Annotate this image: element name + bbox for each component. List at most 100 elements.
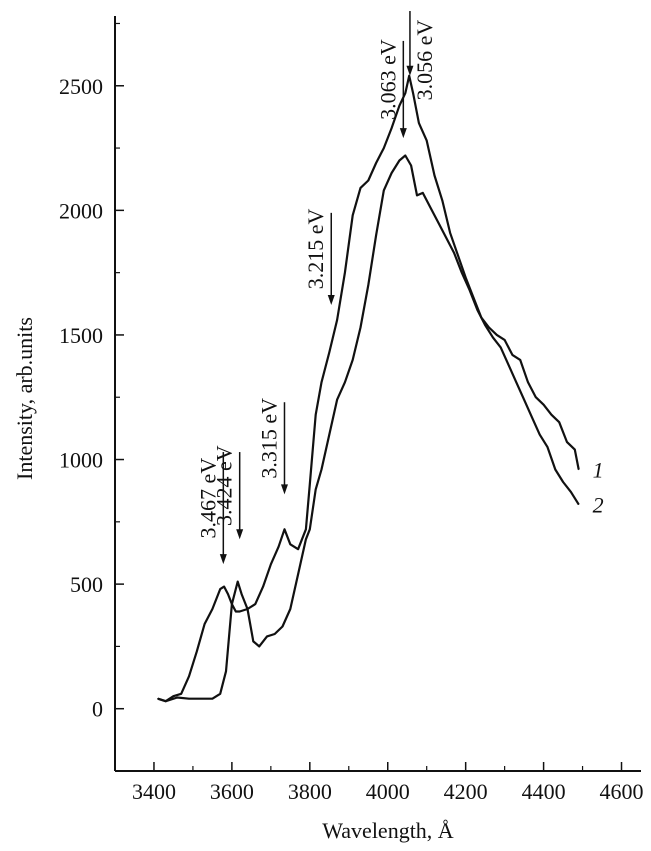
x-tick-label: 4600: [600, 779, 644, 804]
series-2-point: [309, 528, 311, 530]
series-2-point: [344, 381, 346, 383]
series-2-point: [416, 194, 418, 197]
series-2-point: [539, 434, 541, 436]
series-1-point: [398, 105, 401, 107]
series-1-point: [566, 441, 568, 443]
series-2-point: [225, 670, 227, 672]
axes: 3400 3600 3800 4000 4200 4400 4600 0 500 1000 1500…: [59, 16, 644, 804]
series-1-point: [359, 187, 362, 189]
annotation-label: 3.424 eV: [212, 445, 237, 526]
x-tick-label: 4200: [444, 779, 488, 804]
series-1-point: [558, 421, 560, 423]
series-2-point: [515, 381, 517, 383]
series-label-1: 1: [593, 457, 604, 482]
series-2-point: [531, 416, 533, 418]
y-tick-label: 2000: [59, 198, 103, 223]
series-2-point: [176, 696, 178, 699]
annotation-label: 3.315 eV: [256, 398, 281, 479]
series-2-point: [437, 222, 439, 224]
series-2-point: [570, 491, 572, 493]
x-tick-label: 4400: [522, 779, 566, 804]
series-1-point: [309, 483, 311, 486]
y-tick-label: 0: [92, 697, 103, 722]
series-2-point: [237, 581, 239, 583]
series-1-point: [426, 139, 428, 142]
series-2-point: [523, 399, 525, 401]
series-1-point: [289, 543, 291, 545]
series-2-point: [320, 468, 323, 471]
series-1-point: [574, 448, 576, 451]
series-2-point: [315, 488, 317, 491]
series-1-point: [315, 414, 317, 416]
x-tick-label: 3800: [288, 779, 332, 804]
series-2-point: [461, 272, 463, 274]
series-1-point: [449, 232, 451, 234]
series-2-point: [266, 635, 268, 638]
series-1-point: [367, 179, 369, 182]
y-tick-label: 2500: [59, 74, 103, 99]
series-1-point: [344, 272, 346, 274]
series-2-point: [281, 625, 284, 628]
series-2-point: [359, 326, 362, 329]
series-1-point: [465, 277, 467, 279]
x-tick-label: 4000: [366, 779, 410, 804]
series-2-point: [211, 698, 214, 700]
annotation-arrowhead: [236, 529, 244, 540]
series-2-point: [507, 364, 510, 366]
series-2-point: [492, 336, 494, 339]
series-1-point: [270, 563, 272, 565]
annotation-arrowhead: [327, 295, 335, 306]
series-2-point: [336, 399, 338, 401]
series-1-point: [235, 610, 237, 613]
y-tick-label: 1000: [59, 448, 103, 473]
annotation-arrowhead: [219, 554, 227, 565]
series-1-point: [172, 695, 175, 697]
series-1-point: [297, 548, 299, 550]
series-1-point: [441, 199, 443, 201]
series-line-2: [157, 154, 580, 703]
series-1-point: [542, 404, 545, 406]
y-tick-label: 1500: [59, 323, 103, 348]
series-2-point: [241, 593, 243, 595]
series-1-point: [412, 92, 414, 94]
series-1-point: [404, 92, 406, 94]
annotation-arrowhead: [406, 65, 414, 76]
series-2-point: [410, 164, 412, 167]
x-tick-label: 3400: [132, 779, 176, 804]
series-1-point: [550, 414, 552, 416]
series-2-point: [375, 234, 377, 236]
annotation-label: 3.056 eV: [412, 20, 437, 101]
annotation-label: 3.467 eV: [195, 458, 220, 539]
series-2-point: [554, 468, 556, 471]
series-2-point: [422, 192, 424, 194]
annotation-arrowhead: [399, 128, 407, 139]
series-2-point: [453, 252, 455, 254]
series-1-point: [254, 603, 256, 605]
series-1-point: [188, 675, 190, 677]
series-1-point: [488, 326, 490, 329]
series-2-point: [391, 172, 393, 174]
annotations-layer: 3.467 eV3.424 eV 3.315 eV 3.215 eV 3.063 eV…: [195, 11, 437, 565]
series-1-point: [196, 650, 198, 652]
series-2-point: [445, 237, 447, 239]
series-1-point: [511, 354, 514, 356]
series-2-point: [188, 698, 190, 700]
series-1-point: [496, 334, 498, 336]
series-label-2: 2: [593, 492, 604, 517]
series-1-point: [211, 608, 214, 610]
series-2-point: [546, 446, 549, 448]
series-1-point: [219, 588, 221, 590]
series-1-point: [527, 381, 529, 383]
series-1-point: [408, 75, 410, 77]
series-2-point: [476, 309, 478, 311]
series-1-point: [328, 351, 330, 353]
series-1-point: [418, 122, 420, 124]
series-2-point: [367, 284, 369, 286]
series-1-point: [535, 396, 537, 398]
series-2-point: [246, 608, 249, 610]
series-1-point: [433, 174, 436, 177]
series-2-point: [500, 346, 502, 349]
series-2-point: [200, 698, 202, 700]
series-1-point: [223, 586, 225, 588]
series-1-point: [391, 127, 393, 129]
